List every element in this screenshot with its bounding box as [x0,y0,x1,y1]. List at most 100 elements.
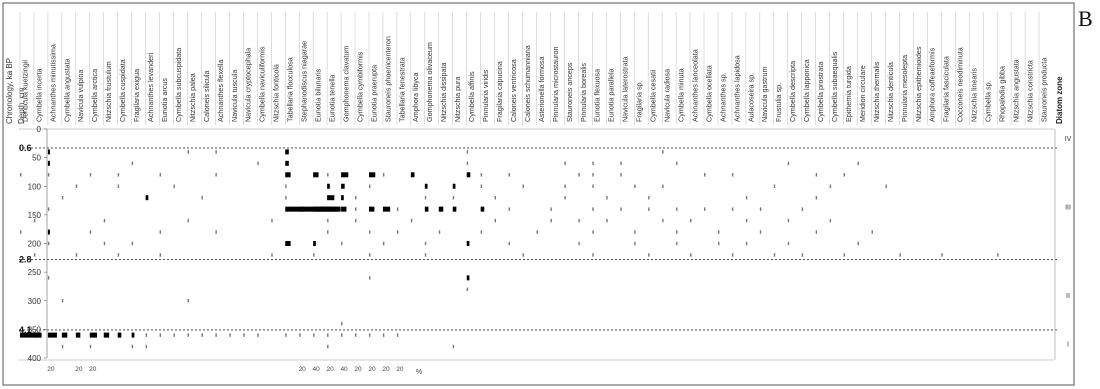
taxon-label: Frustulia sp. [774,83,783,122]
taxon-label: Fragilaria fasciculata [942,56,951,122]
abundance-bar [439,207,444,212]
abundance-bar [592,173,593,177]
taxon-label: Cymbella cymbiformis [355,51,364,122]
depth-tick-label: 200 [28,240,42,249]
abundance-bar [718,242,719,246]
abundance-bar [243,333,244,337]
abundance-bar [704,173,705,177]
taxon-label: Achnanthes lanceolata [690,49,699,122]
abundance-bar [341,184,345,189]
abundance-bar [537,230,538,234]
abundance-bar [341,195,344,200]
taxon-label: Stauroneis producta [1039,58,1048,122]
abundance-bar [76,333,81,338]
abundance-bar [369,333,370,337]
abundance-bar [816,196,817,200]
abundance-bar [899,253,900,257]
abundance-bar [830,185,831,189]
abundance-bar [453,196,454,200]
abundance-bar [732,207,733,211]
abundance-bar [858,162,859,166]
abundance-bar [467,162,468,166]
abundance-bar [606,219,607,223]
taxon-label: Nitzschia dissipata [439,62,448,122]
taxon-label: Navicula laterostrata [621,56,630,122]
abundance-bar [788,219,789,223]
abundance-bar [285,241,290,246]
abundance-bar [341,172,348,177]
abundance-bar [425,253,426,257]
abundance-bar [564,185,565,189]
abundance-bar [90,230,91,234]
abundance-bar [690,219,691,223]
abundance-bar [383,207,390,212]
taxon-label: Eunotia arcus [160,78,169,122]
abundance-bar [676,207,677,211]
abundance-bar [48,333,57,338]
abundance-bar [355,219,356,223]
taxon-label: Denticula kuetzingii [20,60,29,122]
taxon-label: Stephanodiscus niagarae [300,41,309,122]
abundance-bar [118,173,119,177]
abundance-bar [201,333,202,337]
abundance-bar [76,185,77,189]
abundance-bar [481,185,482,189]
abundance-bar [174,185,175,189]
taxon-label: Nitzschia thermalis [872,61,881,122]
taxon-label: Pinnularia mesolepta [900,55,909,122]
abundance-bar [634,242,635,246]
abundance-bar [453,207,457,212]
abundance-bar [467,150,468,154]
taxon-label: Rhopalodia gibba [998,66,1007,122]
taxon-label: Amphora coffeaeformis [928,47,937,122]
abundance-bar [592,207,593,211]
taxon-label: Caloneis schumanniana [523,45,532,122]
abundance-bar [90,333,97,338]
abundance-bar [369,185,370,189]
taxon-label: Cymbella angustata [62,58,71,122]
taxon-label: Gomphonema olivaceum [425,42,434,122]
abundance-bar [676,230,677,234]
depth-tick-label: 100 [28,182,42,191]
abundance-bar [369,276,370,280]
abundance-bar [509,207,510,211]
taxon-label: Caloneis ventricosa [509,59,518,122]
abundance-bar [341,242,342,246]
abundance-bar [760,207,761,211]
taxon-label: Caloneis silicula [202,70,211,122]
abundance-bar [313,207,327,212]
taxon-label: Cymbella subaequalis [830,51,839,122]
abundance-bar [467,172,471,177]
abundance-bar [62,333,67,338]
abundance-bar [62,345,63,349]
abundance-bar [481,207,485,212]
abundance-bar [453,345,454,349]
taxon-label: Stauroneis anceps [565,62,574,122]
abundance-bar [858,242,859,246]
percent-tick-label: 20 [354,366,362,373]
abundance-bar [774,185,775,189]
abundance-bar [397,333,398,337]
abundance-bar [467,288,468,292]
percent-tick-label: 20 [326,366,334,373]
abundance-bar [662,150,663,154]
abundance-bar [941,253,942,257]
taxon-label: Meridion circulare [858,65,867,122]
abundance-bar [816,230,817,234]
taxon-label: Pinnularia microstauron [551,46,560,122]
abundance-bar [285,196,286,200]
abundance-bar [257,162,258,166]
taxon-label: Cymbella subcuspidata [174,48,183,122]
abundance-bar [732,253,733,257]
taxon-label: Achnanthes sp. [718,72,727,122]
zone-column-label: Diatom zone [1055,76,1064,124]
abundance-bar [550,219,551,223]
abundance-bar [188,150,189,154]
taxon-label: Cymbella naviculiformis [258,46,267,122]
abundance-bar [634,185,635,189]
abundance-bar [257,333,258,337]
abundance-bar [411,172,415,177]
abundance-bar [425,242,426,246]
percent-tick-label: 20 [75,366,83,373]
percent-tick-label: 20 [47,366,55,373]
